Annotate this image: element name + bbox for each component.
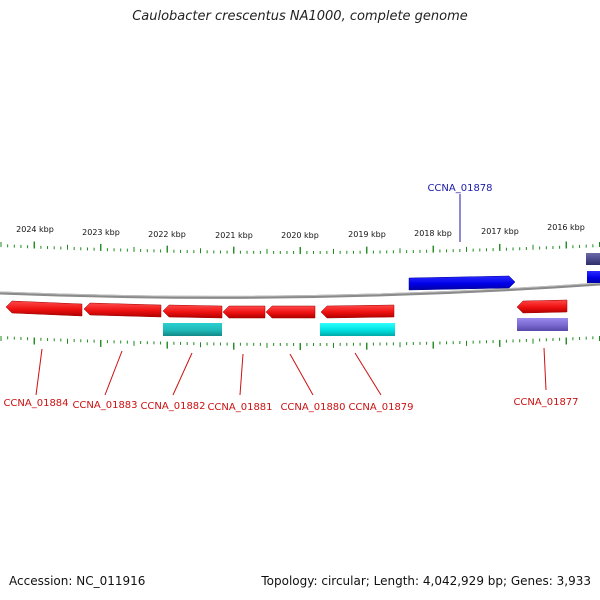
gene-label-ccna-01878[interactable]: CCNA_01878 — [427, 183, 492, 194]
gene-arrow-ccna-01883[interactable] — [83, 302, 162, 318]
chromosome-backbone — [0, 282, 600, 299]
scale-label: 2018 kbp — [414, 229, 452, 238]
callout-line-ccna-01880 — [289, 353, 314, 396]
scale-label: 2020 kbp — [281, 231, 319, 240]
scale-label: 2021 kbp — [215, 231, 253, 240]
gene-arrow-ccna-01880[interactable] — [265, 305, 316, 319]
gene-label-ccna-01877[interactable]: CCNA_01877 — [513, 397, 578, 408]
accession-text: Accession: NC_011916 — [9, 574, 146, 588]
gene-arrow-ccna-01884[interactable] — [5, 300, 83, 317]
gene-label-ccna-01884[interactable]: CCNA_01884 — [3, 398, 68, 409]
scale-label: 2019 kbp — [348, 230, 386, 239]
gene-arrow-ccna-01882[interactable] — [162, 304, 223, 319]
gene-label-ccna-01879[interactable]: CCNA_01879 — [348, 402, 413, 413]
gene-label-ccna-01881[interactable]: CCNA_01881 — [207, 402, 272, 413]
feature-dark-purple[interactable] — [586, 253, 600, 265]
callout-line-ccna-01881 — [239, 353, 244, 396]
gene-arrow-ccna-01877[interactable] — [516, 299, 568, 314]
callout-line-ccna-01882 — [172, 352, 193, 396]
scale-ticks-top — [0, 241, 600, 254]
callout-line-ccna-01877 — [543, 347, 547, 391]
feature-purple[interactable] — [517, 318, 568, 331]
gene-arrow-ccna-01879[interactable] — [320, 304, 395, 319]
feature-teal[interactable] — [163, 323, 222, 336]
gene-label-ccna-01880[interactable]: CCNA_01880 — [280, 402, 345, 413]
gene-label-ccna-01882[interactable]: CCNA_01882 — [140, 401, 205, 412]
callout-line-ccna-01883 — [104, 350, 123, 396]
genome-summary-text: Topology: circular; Length: 4,042,929 bp… — [261, 574, 591, 588]
gene-arrow-offscreen-forward[interactable] — [587, 271, 600, 283]
chromosome-backbone-highlight — [0, 282, 600, 297]
gene-label-ccna-01883[interactable]: CCNA_01883 — [72, 400, 137, 411]
scale-labels: 2024 kbp 2023 kbp 2022 kbp 2021 kbp 2020… — [16, 223, 585, 240]
scale-label: 2022 kbp — [148, 230, 186, 239]
callout-line-ccna-01884 — [35, 348, 43, 396]
scale-label: 2017 kbp — [481, 227, 519, 236]
gene-arrow-ccna-01878[interactable] — [408, 275, 516, 291]
scale-ticks-bottom — [0, 336, 600, 350]
scale-label: 2023 kbp — [82, 228, 120, 237]
scale-label: 2024 kbp — [16, 225, 54, 234]
callout-line-ccna-01879 — [354, 352, 382, 396]
map-title: Caulobacter crescentus NA1000, complete … — [132, 9, 468, 24]
gene-arrow-ccna-01881[interactable] — [222, 305, 266, 319]
feature-cyan[interactable] — [320, 323, 395, 336]
scale-label: 2016 kbp — [547, 223, 585, 232]
